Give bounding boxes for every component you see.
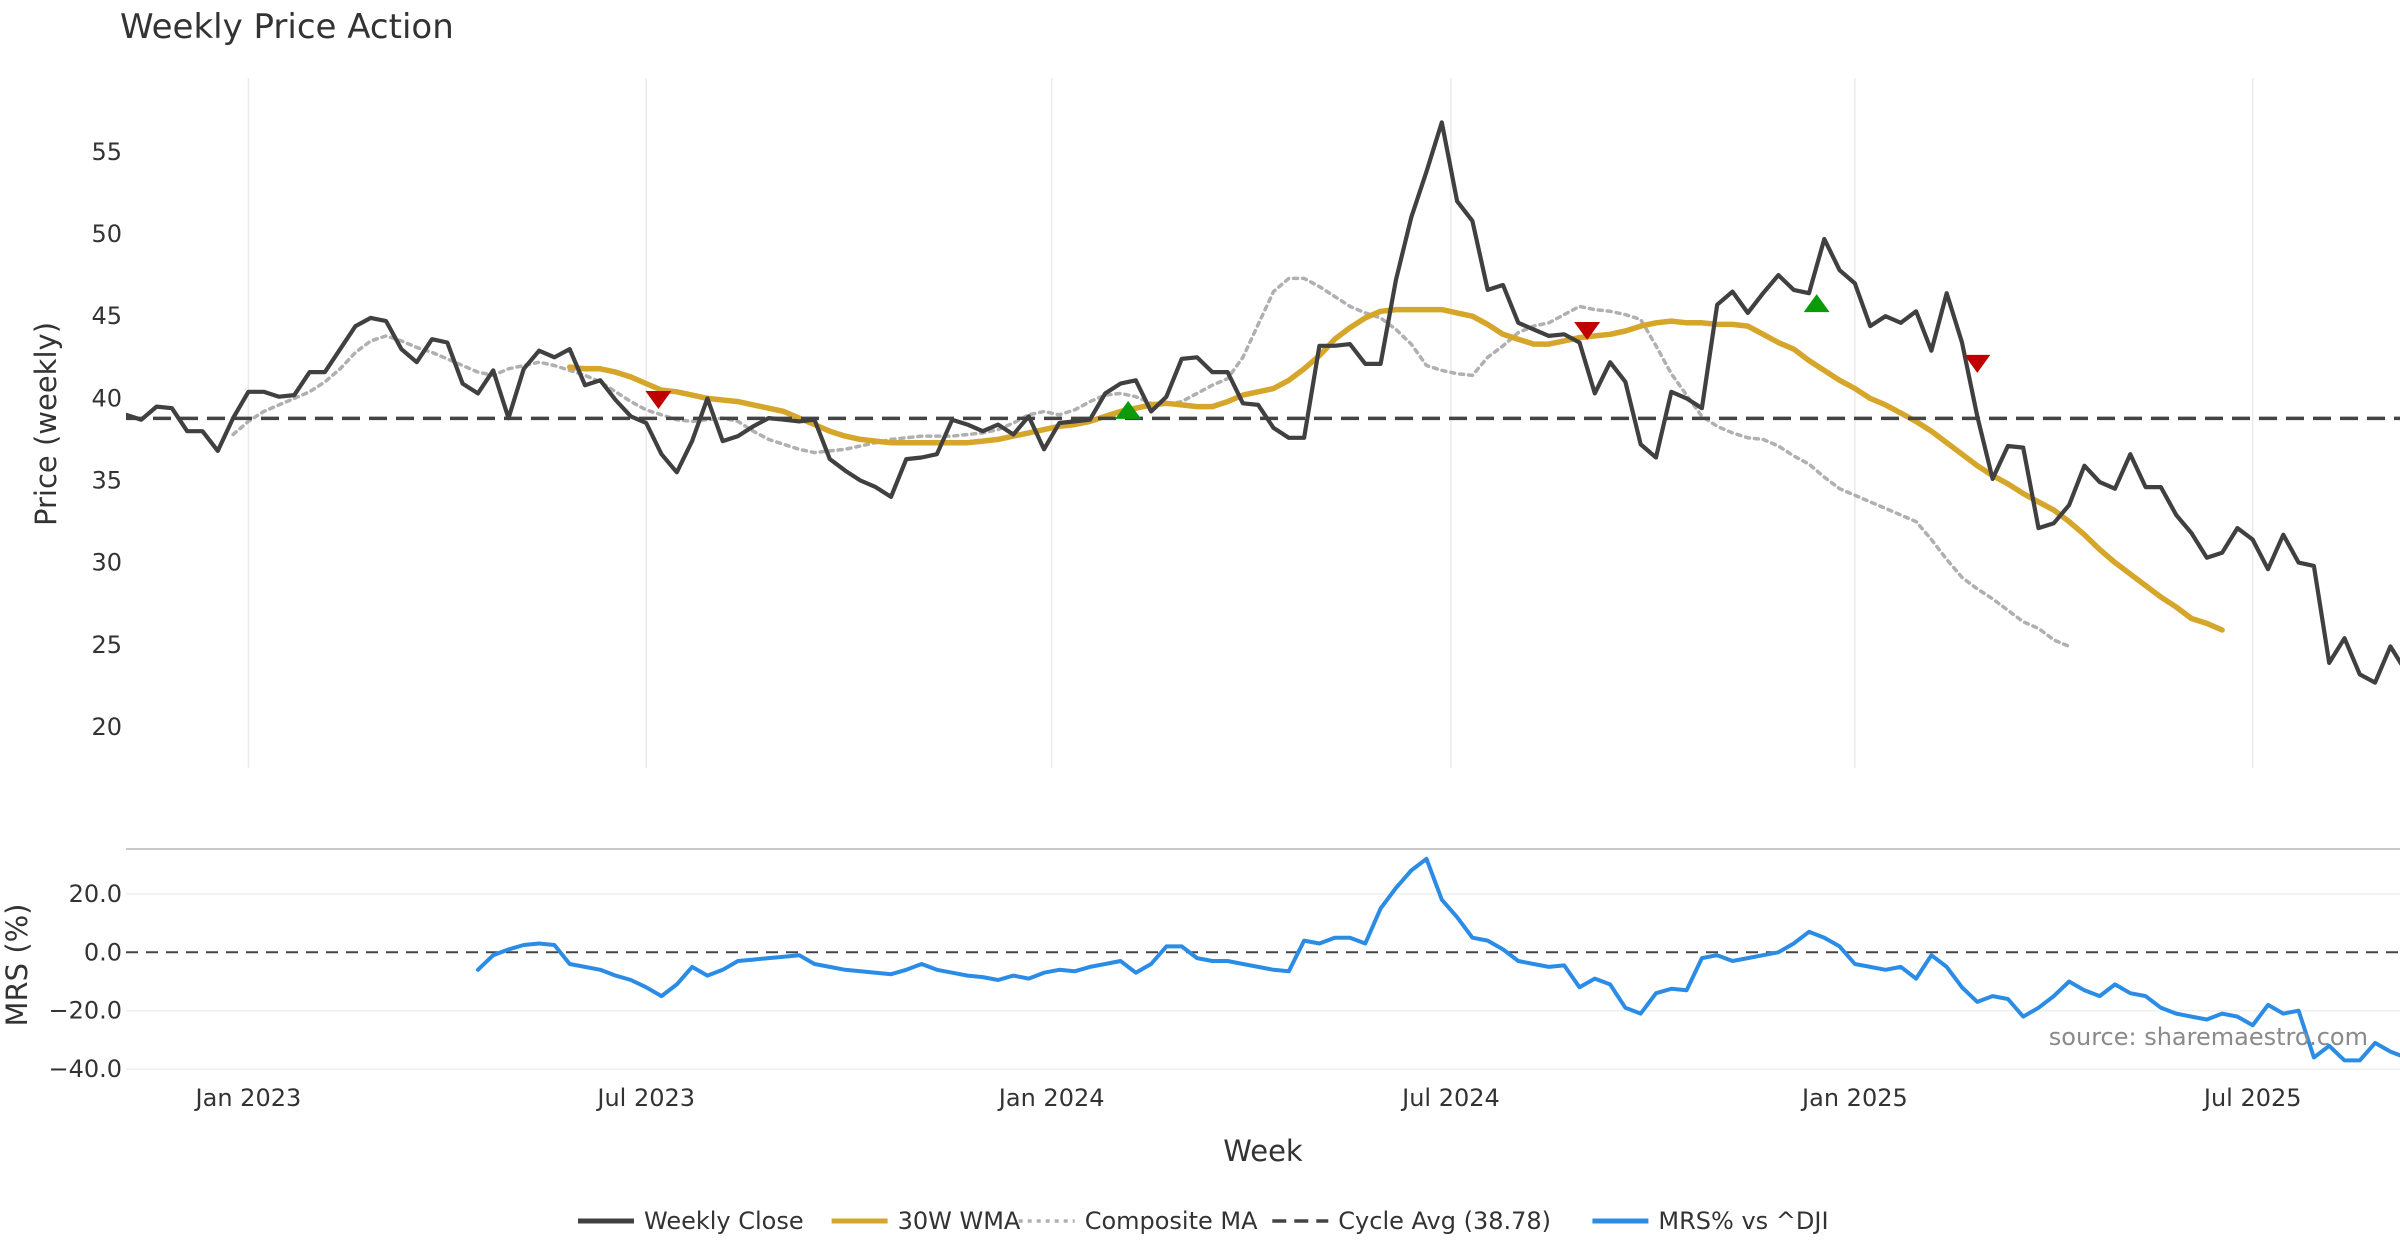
legend-label: MRS% vs ^DJI — [1658, 1207, 1828, 1235]
signal-markers — [645, 294, 1991, 419]
price-series-group — [126, 120, 2400, 685]
price-y-axis-label: Price (weekly) — [29, 322, 63, 526]
series-30w-wma — [566, 306, 2225, 633]
x-tick-label: Jan 2023 — [194, 1084, 302, 1112]
mrs-gridlines — [126, 893, 2400, 1070]
buy-signal-marker — [1115, 400, 1142, 419]
legend-item-cycle-avg-38-78: Cycle Avg (38.78) — [1272, 1207, 1551, 1235]
price-y-ticks: 20 25 30 35 40 45 50 55 — [91, 138, 122, 741]
price-gridlines — [247, 78, 2254, 768]
legend-label: 30W WMA — [898, 1207, 1021, 1235]
chart-title: Weekly Price Action — [120, 7, 454, 47]
watermark: source: sharemaestro.com — [2049, 1023, 2368, 1051]
legend-item-mrs-vs-dji: MRS% vs ^DJI — [1592, 1207, 1829, 1235]
legend-label: Weekly Close — [644, 1207, 804, 1235]
buy-signal-marker — [1803, 294, 1830, 313]
mrs-y-ticks: −40.0 −20.0 0.0 20.0 — [48, 880, 122, 1083]
price-y-tick-label: 35 — [91, 467, 122, 495]
price-y-tick-label: 55 — [91, 138, 122, 166]
mrs-panel: −40.0 −20.0 0.0 20.0 MRS (%) source: sharem… — [0, 848, 2400, 1168]
series-mrs-vs-dji — [475, 856, 2400, 1063]
mrs-series-group — [126, 856, 2400, 1063]
mrs-y-tick-label: −40.0 — [48, 1055, 122, 1083]
price-y-tick-label: 30 — [91, 549, 122, 577]
legend-item-30w-wma: 30W WMA — [831, 1207, 1021, 1235]
price-y-tick-label: 40 — [91, 384, 122, 412]
price-y-tick-label: 20 — [91, 713, 122, 741]
legend-item-weekly-close: Weekly Close — [578, 1207, 804, 1235]
x-tick-label: Jan 2024 — [997, 1084, 1105, 1112]
series-weekly-close — [126, 120, 2400, 685]
legend-label: Cycle Avg (38.78) — [1338, 1207, 1551, 1235]
mrs-y-axis-label: MRS (%) — [0, 904, 34, 1027]
x-tick-label: Jul 2024 — [1400, 1084, 1500, 1112]
x-tick-label: Jul 2025 — [2202, 1084, 2302, 1112]
price-y-tick-label: 50 — [91, 220, 122, 248]
series-composite-ma — [231, 276, 2071, 649]
sell-signal-marker — [645, 391, 672, 409]
legend: Weekly Close 30W WMA Composite MA Cycle Avg… — [578, 1207, 1829, 1235]
mrs-y-tick-label: 0.0 — [84, 938, 122, 966]
x-axis-label: Week — [1223, 1134, 1303, 1168]
x-axis-ticks: Jan 2023 Jul 2023 Jan 2024 Jul 2024 Jan 2025… — [194, 1084, 2302, 1112]
x-tick-label: Jul 2023 — [595, 1084, 695, 1112]
mrs-y-tick-label: −20.0 — [48, 997, 122, 1025]
sell-signal-marker — [1964, 354, 1991, 373]
sell-signal-marker — [1574, 322, 1601, 340]
price-y-tick-label: 25 — [91, 631, 122, 659]
legend-item-composite-ma: Composite MA — [1018, 1207, 1258, 1235]
x-tick-label: Jan 2025 — [1800, 1084, 1908, 1112]
mrs-y-tick-label: 20.0 — [69, 880, 122, 908]
price-y-tick-label: 45 — [91, 302, 122, 330]
price-panel: 20 25 30 35 40 45 50 55 Price (weekly) — [29, 78, 2400, 768]
legend-label: Composite MA — [1085, 1207, 1258, 1235]
